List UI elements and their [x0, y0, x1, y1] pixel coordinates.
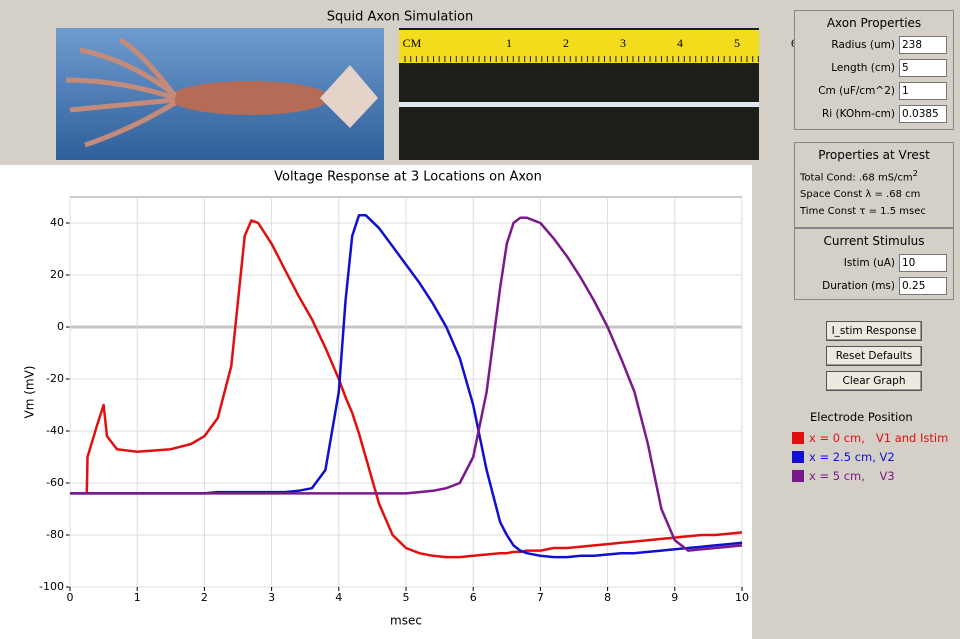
ruler-label: 2 [563, 36, 569, 50]
field-label: Duration (ms) [822, 279, 895, 292]
y-tick-label: -60 [46, 476, 64, 489]
ruler-label: 3 [620, 36, 626, 50]
button[interactable]: I_stim Response [826, 321, 922, 341]
chart-title: Voltage Response at 3 Locations on Axon [274, 170, 542, 185]
field-row: Length (cm) 5 [795, 56, 953, 79]
field-row: Duration (ms) 0.25 [795, 274, 953, 297]
superscript: 2 [912, 168, 918, 178]
field-label: Cm (uF/cm^2) [818, 84, 895, 97]
x-tick-label: 6 [470, 591, 477, 604]
y-tick-label: -40 [46, 424, 64, 437]
legend-label: x = 2.5 cm, V2 [809, 450, 895, 464]
x-tick-label: 1 [134, 591, 141, 604]
x-tick-label: 4 [335, 591, 342, 604]
axon-properties-panel: Axon Properties Radius (um) 238 Length (cm)… [794, 10, 954, 130]
vrest-panel: Properties at Vrest Total Cond: .68 mS/c… [794, 142, 954, 228]
legend-label: x = 0 cm, V1 and Istim [809, 431, 949, 445]
y-tick-label: -20 [46, 372, 64, 385]
field-row: Ri (KOhm-cm) 0.0385 [795, 102, 953, 125]
stimulus-panel: Current Stimulus Istim (uA) 10 Duration (ms… [794, 228, 954, 300]
field-label: Istim (uA) [843, 256, 895, 269]
ruler-label: 5 [734, 36, 740, 50]
ruler-label: 4 [677, 36, 683, 50]
field-row: Radius (um) 238 [795, 33, 953, 56]
field-input[interactable]: 5 [899, 58, 947, 77]
x-tick-label: 0 [67, 591, 74, 604]
x-tick-label: 9 [671, 591, 678, 604]
field-input[interactable]: 238 [899, 35, 947, 54]
time-const: Time Const τ = 1.5 msec [800, 206, 926, 218]
squid-shape [65, 37, 378, 148]
series-line [85, 219, 743, 559]
field-row: Cm (uF/cm^2) 1 [795, 79, 953, 102]
x-tick-label: 10 [735, 591, 749, 604]
total-cond-text: Total Cond: .68 mS/cm [800, 172, 913, 184]
y-tick-label: 20 [50, 268, 64, 281]
legend-entry: x = 5 cm, V3 [792, 469, 895, 483]
legend-title: Electrode Position [810, 410, 913, 424]
axon-fiber [399, 102, 759, 107]
y-tick-label: -80 [46, 528, 64, 541]
field-input[interactable]: 10 [899, 253, 947, 272]
legend-entry: x = 0 cm, V1 and Istim [792, 431, 948, 445]
y-tick-label: 40 [50, 216, 64, 229]
panel-heading: Current Stimulus [823, 234, 925, 248]
x-tick-label: 3 [268, 591, 275, 604]
x-tick-label: 8 [604, 591, 611, 604]
legend-entry: x = 2.5 cm, V2 [792, 450, 895, 464]
panel-heading: Axon Properties [826, 16, 922, 30]
field-label: Length (cm) [831, 61, 895, 74]
app-title: Squid Axon Simulation [327, 10, 474, 25]
ruler-label: CM [403, 36, 422, 50]
field-label: Radius (um) [831, 38, 895, 51]
field-row: Istim (uA) 10 [795, 251, 953, 274]
ruler [399, 30, 759, 63]
total-cond: Total Cond: .68 mS/cm2 [795, 165, 953, 186]
field-input[interactable]: 0.25 [899, 276, 947, 295]
space-const: Space Const λ = .68 cm [800, 189, 921, 201]
field-input[interactable]: 0.0385 [899, 104, 947, 123]
button[interactable]: Reset Defaults [826, 346, 922, 366]
x-tick-label: 7 [537, 591, 544, 604]
field-label: Ri (KOhm-cm) [822, 107, 895, 120]
x-tick-label: 5 [403, 591, 410, 604]
x-tick-label: 2 [201, 591, 208, 604]
y-axis-label: Vm (mV) [23, 366, 37, 419]
x-axis-label: msec [390, 614, 422, 628]
legend-swatch [792, 451, 804, 463]
field-input[interactable]: 1 [899, 81, 947, 100]
y-tick-label: -100 [39, 580, 64, 593]
panel-heading: Properties at Vrest [818, 148, 930, 162]
legend-label: x = 5 cm, V3 [809, 469, 895, 483]
series-line [70, 216, 743, 552]
legend-swatch [792, 432, 804, 444]
legend-swatch [792, 470, 804, 482]
ruler-label: 1 [506, 36, 512, 50]
y-tick-label: 0 [57, 320, 64, 333]
button[interactable]: Clear Graph [826, 371, 922, 391]
